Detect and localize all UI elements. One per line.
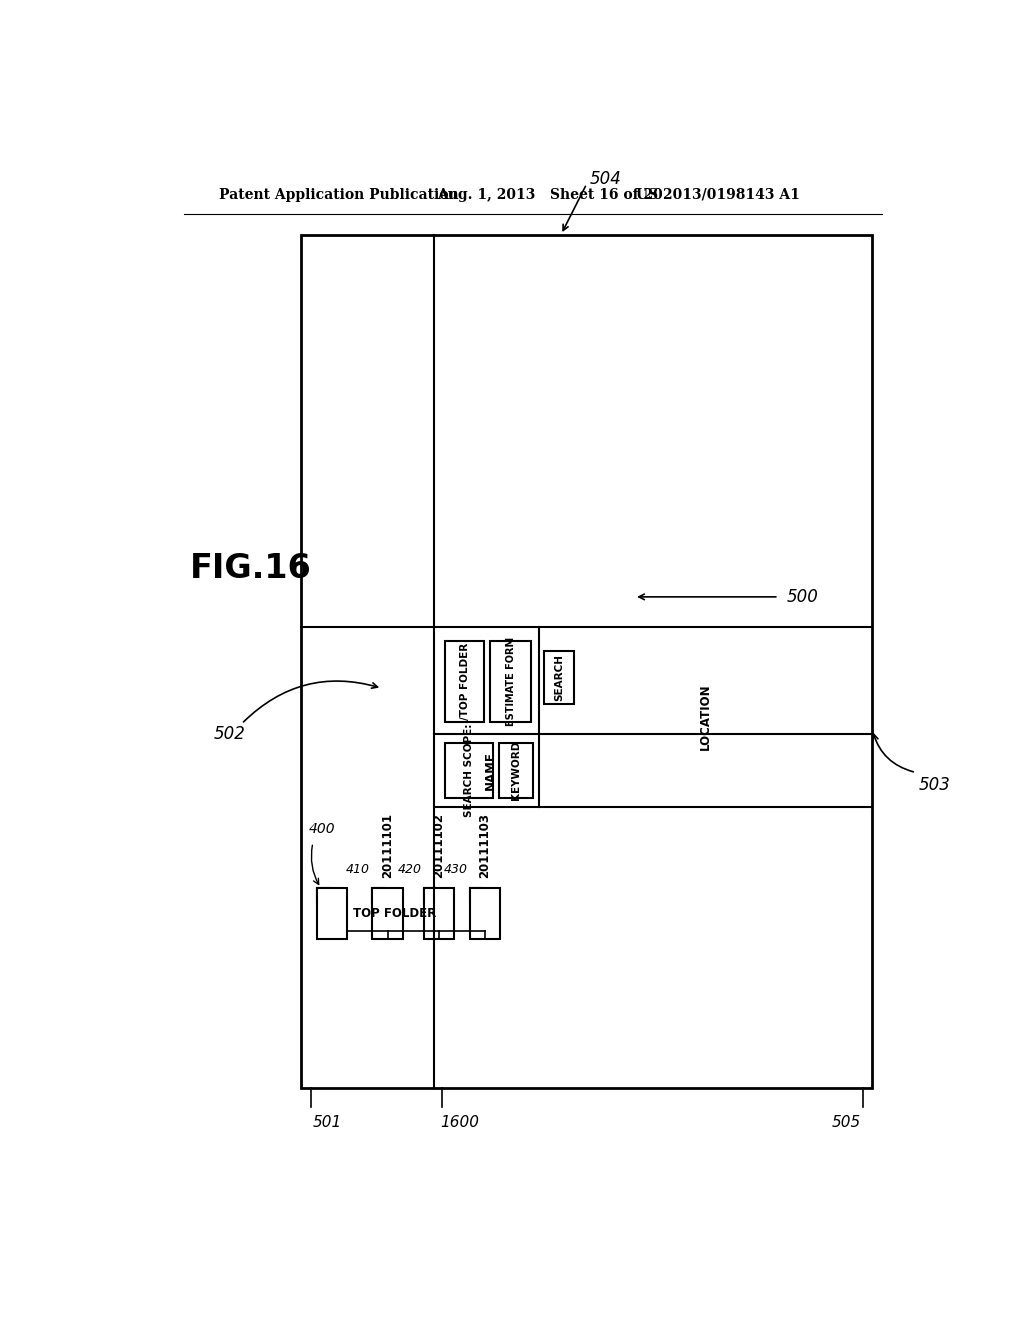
Text: LOCATION: LOCATION: [699, 684, 712, 750]
Text: 1600: 1600: [440, 1115, 479, 1130]
Text: 500: 500: [786, 587, 818, 606]
Bar: [470, 888, 482, 903]
Bar: [489, 640, 531, 722]
Text: 502: 502: [214, 725, 246, 743]
Bar: [373, 888, 402, 939]
Text: 504: 504: [590, 170, 622, 187]
Bar: [316, 888, 329, 903]
Text: 430: 430: [443, 863, 468, 876]
Bar: [373, 888, 384, 903]
Text: SEARCH: SEARCH: [554, 655, 564, 701]
Bar: [424, 888, 436, 903]
Text: FIG.16: FIG.16: [189, 552, 311, 585]
Text: /TOP FOLDER: /TOP FOLDER: [460, 643, 470, 719]
Bar: [316, 888, 347, 939]
Text: 400: 400: [309, 822, 336, 837]
Text: 505: 505: [831, 1115, 860, 1130]
Text: 420: 420: [397, 863, 422, 876]
Bar: [301, 235, 872, 1089]
Text: 20111103: 20111103: [478, 813, 492, 878]
Bar: [470, 888, 500, 939]
Text: NAME: NAME: [483, 751, 497, 789]
Bar: [544, 651, 574, 704]
Bar: [500, 743, 532, 797]
Text: 503: 503: [919, 776, 950, 795]
Text: 501: 501: [313, 1115, 342, 1130]
Text: TOP FOLDER: TOP FOLDER: [353, 907, 436, 920]
Bar: [445, 640, 483, 722]
Bar: [424, 888, 455, 939]
Text: KEYWORD: KEYWORD: [511, 741, 521, 800]
Text: ESTIMATE FORM: ESTIMATE FORM: [506, 636, 515, 726]
Text: SEARCH SCOPE:: SEARCH SCOPE:: [464, 723, 474, 817]
Bar: [445, 743, 494, 797]
Text: US 2013/0198143 A1: US 2013/0198143 A1: [636, 187, 800, 202]
Text: 20111101: 20111101: [381, 813, 394, 878]
Text: 20111102: 20111102: [432, 813, 445, 878]
Text: Patent Application Publication: Patent Application Publication: [219, 187, 459, 202]
Text: Aug. 1, 2013   Sheet 16 of 20: Aug. 1, 2013 Sheet 16 of 20: [437, 187, 664, 202]
Text: 410: 410: [346, 863, 370, 876]
